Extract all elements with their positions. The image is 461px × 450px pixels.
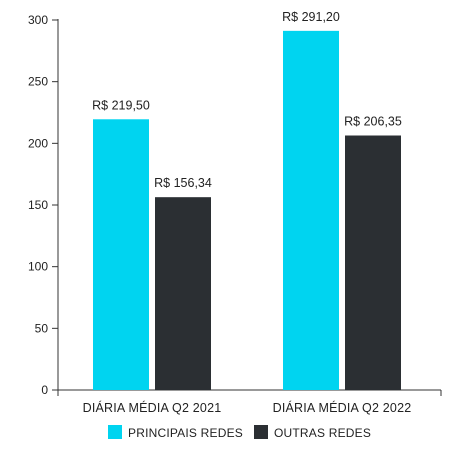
legend-swatch <box>254 425 268 439</box>
y-axis: 0 50 100 150 200 250 300 <box>28 13 59 397</box>
y-tick-label: 300 <box>28 13 48 27</box>
y-tick-label: 100 <box>28 260 48 274</box>
bars <box>93 30 401 391</box>
bar-outras-redes <box>345 135 401 390</box>
data-label: R$ 156,34 <box>154 176 212 190</box>
data-label: R$ 291,20 <box>282 10 340 24</box>
y-tick-label: 150 <box>28 198 48 212</box>
legend-swatch <box>108 425 122 439</box>
legend-label: PRINCIPAIS REDES <box>128 426 243 440</box>
y-tick-label: 0 <box>41 383 48 397</box>
legend: PRINCIPAIS REDES OUTRAS REDES <box>108 425 371 440</box>
category-labels: DIÁRIA MÉDIA Q2 2021 DIÁRIA MÉDIA Q2 2022 <box>83 400 412 415</box>
data-label: R$ 219,50 <box>92 98 150 112</box>
data-label: R$ 206,35 <box>344 115 402 129</box>
legend-label: OUTRAS REDES <box>274 426 371 440</box>
y-tick-label: 50 <box>35 321 49 335</box>
bar-principais-redes <box>93 119 149 391</box>
bar-principais-redes <box>283 30 339 390</box>
category-label: DIÁRIA MÉDIA Q2 2021 <box>83 400 222 415</box>
category-label: DIÁRIA MÉDIA Q2 2022 <box>273 400 412 415</box>
bar-outras-redes <box>155 197 211 390</box>
y-tick-label: 250 <box>28 75 48 89</box>
data-labels: R$ 219,50 R$ 156,34 R$ 291,20 R$ 206,35 <box>92 10 402 190</box>
y-tick-label: 200 <box>28 136 48 150</box>
x-axis <box>57 389 442 396</box>
